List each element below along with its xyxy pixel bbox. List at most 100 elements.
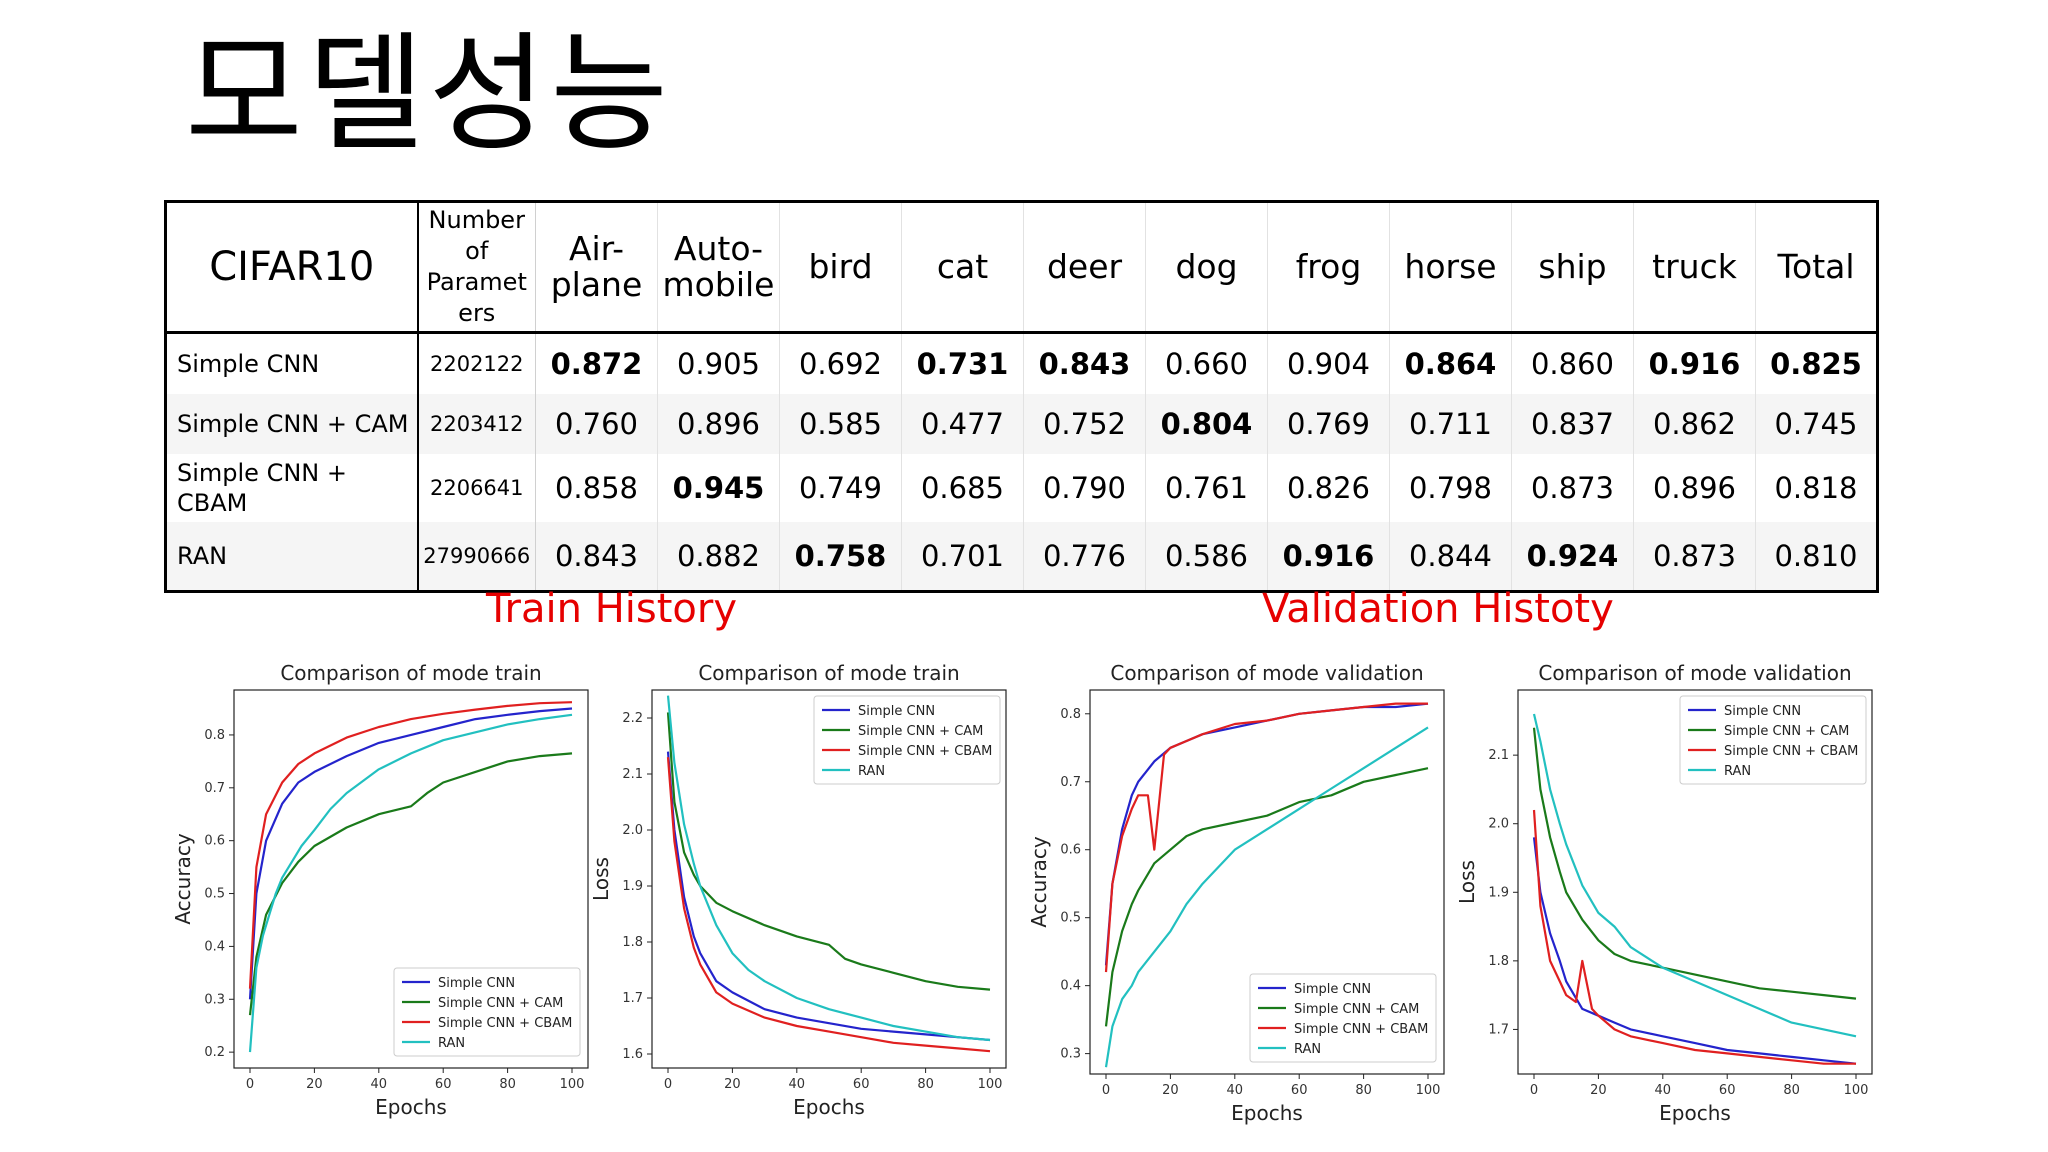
accuracy-cell: 0.731	[901, 332, 1024, 394]
accuracy-cell: 0.896	[1633, 454, 1756, 522]
series-line	[1104, 767, 1429, 1027]
accuracy-cell: 0.804	[1145, 394, 1268, 454]
series-line	[666, 757, 991, 1053]
x-axis-label: Epochs	[1659, 1101, 1731, 1125]
legend-label: RAN	[858, 764, 885, 779]
legend-label: Simple CNN + CAM	[1294, 1002, 1419, 1017]
y-tick-label: 2.1	[1488, 748, 1509, 763]
accuracy-cell: 0.826	[1267, 454, 1390, 522]
accuracy-cell: 0.701	[901, 522, 1024, 592]
accuracy-cell: 0.872	[535, 332, 658, 394]
total-cell: 0.810	[1755, 522, 1878, 592]
table-header-row: CIFAR10 Number of Paramet ers Air-plane …	[165, 201, 1878, 334]
header-cell: Number of Paramet ers	[416, 201, 536, 334]
legend: Simple CNN Simple CNN + CAM Simple CNN + C…	[1249, 973, 1437, 1063]
param-count-cell: 27990666	[416, 522, 536, 592]
train-history-label: Train History	[486, 586, 737, 632]
x-tick-label: 0	[1102, 1083, 1110, 1098]
y-tick-label: 2.0	[622, 823, 643, 838]
x-tick-label: 20	[1590, 1083, 1607, 1098]
x-axis-label: Epochs	[375, 1095, 447, 1119]
x-tick-label: 20	[306, 1077, 323, 1092]
accuracy-cell: 0.873	[1633, 522, 1756, 592]
param-count-cell: 2202122	[416, 332, 536, 394]
y-tick-label: 0.7	[204, 781, 225, 796]
legend-label: Simple CNN	[858, 704, 935, 719]
accuracy-cell: 0.864	[1389, 332, 1512, 394]
legend: Simple CNN Simple CNN + CAM Simple CNN + C…	[813, 695, 1001, 785]
series-line	[1532, 727, 1857, 1000]
legend-label: Simple CNN + CBAM	[1294, 1022, 1428, 1037]
accuracy-cell: 0.685	[901, 454, 1024, 522]
cifar10-results-table: CIFAR10 Number of Paramet ers Air-plane …	[164, 200, 1879, 593]
legend-label: Simple CNN + CBAM	[438, 1016, 572, 1031]
accuracy-cell: 0.761	[1145, 454, 1268, 522]
chart-title: Comparison of mode validation	[1538, 661, 1851, 685]
accuracy-cell: 0.844	[1389, 522, 1512, 592]
y-tick-label: 0.5	[204, 887, 225, 902]
accuracy-cell: 0.862	[1633, 394, 1756, 454]
y-tick-label: 0.3	[204, 992, 225, 1007]
x-tick-label: 60	[435, 1077, 452, 1092]
x-tick-label: 0	[246, 1077, 254, 1092]
accuracy-cell: 0.776	[1023, 522, 1146, 592]
header-cell: bird	[779, 201, 902, 334]
x-tick-label: 100	[1416, 1083, 1441, 1098]
chart-title: Comparison of mode train	[280, 661, 541, 685]
x-tick-label: 80	[1355, 1083, 1372, 1098]
x-tick-label: 0	[1530, 1083, 1538, 1098]
x-tick-label: 0	[664, 1077, 672, 1092]
y-tick-label: 1.7	[622, 991, 643, 1006]
y-tick-label: 1.8	[1488, 954, 1509, 969]
legend-label: RAN	[1294, 1042, 1321, 1057]
legend: Simple CNN Simple CNN + CAM Simple CNN + C…	[393, 967, 581, 1057]
accuracy-cell: 0.858	[535, 454, 658, 522]
legend-label: Simple CNN + CBAM	[858, 744, 992, 759]
y-tick-label: 2.2	[622, 711, 643, 726]
x-tick-label: 100	[560, 1077, 585, 1092]
y-tick-label: 0.6	[204, 834, 225, 849]
y-axis-label: Loss	[590, 857, 613, 901]
legend-label: Simple CNN	[1294, 982, 1371, 997]
x-tick-label: 100	[978, 1077, 1003, 1092]
accuracy-cell: 0.586	[1145, 522, 1268, 592]
legend-box	[393, 967, 581, 1057]
x-tick-label: 60	[1291, 1083, 1308, 1098]
series-line	[666, 712, 991, 991]
model-name-cell: Simple CNN + CBAM	[177, 459, 347, 517]
model-name-cell: Simple CNN	[177, 350, 320, 378]
header-cell: ship	[1511, 201, 1634, 334]
x-tick-label: 40	[1655, 1083, 1672, 1098]
accuracy-cell: 0.945	[657, 454, 780, 522]
y-tick-label: 0.5	[1060, 911, 1081, 926]
accuracy-cell: 0.692	[779, 332, 902, 394]
legend-label: Simple CNN + CBAM	[1724, 744, 1858, 759]
train-accuracy-chart: Comparison of mode train 0 20 40 60 80 100 0.2 0…	[171, 661, 589, 1119]
param-count-cell: 2203412	[416, 394, 536, 454]
x-tick-label: 80	[499, 1077, 516, 1092]
accuracy-cell: 0.798	[1389, 454, 1512, 522]
series-line	[248, 713, 573, 1053]
y-tick-label: 0.2	[204, 1045, 225, 1060]
table-row: Simple CNN + CBAM 2206641 0.858 0.945 0.…	[166, 454, 1878, 522]
x-axis-label: Epochs	[1231, 1101, 1303, 1125]
y-tick-label: 0.6	[1060, 843, 1081, 858]
accuracy-cell: 0.924	[1511, 522, 1634, 592]
header-cell: horse	[1389, 201, 1512, 334]
y-axis-label: Loss	[1455, 860, 1479, 904]
y-tick-label: 1.6	[622, 1047, 643, 1062]
train-loss-chart: Comparison of mode train 0 20 40 60 80 100 1.6 1…	[590, 661, 1007, 1119]
accuracy-cell: 0.904	[1267, 332, 1390, 394]
y-axis-label: Accuracy	[171, 833, 195, 924]
total-cell: 0.818	[1755, 454, 1878, 522]
accuracy-cell: 0.882	[657, 522, 780, 592]
legend-label: Simple CNN	[1724, 704, 1801, 719]
param-count-cell: 2206641	[416, 454, 536, 522]
series-line	[248, 707, 573, 1000]
total-cell: 0.745	[1755, 394, 1878, 454]
accuracy-cell: 0.905	[657, 332, 780, 394]
validation-accuracy-chart: Comparison of mode validation 0 20 40 60 80 10…	[1027, 661, 1445, 1125]
accuracy-cell: 0.585	[779, 394, 902, 454]
accuracy-cell: 0.896	[657, 394, 780, 454]
header-cell: frog	[1267, 201, 1390, 334]
